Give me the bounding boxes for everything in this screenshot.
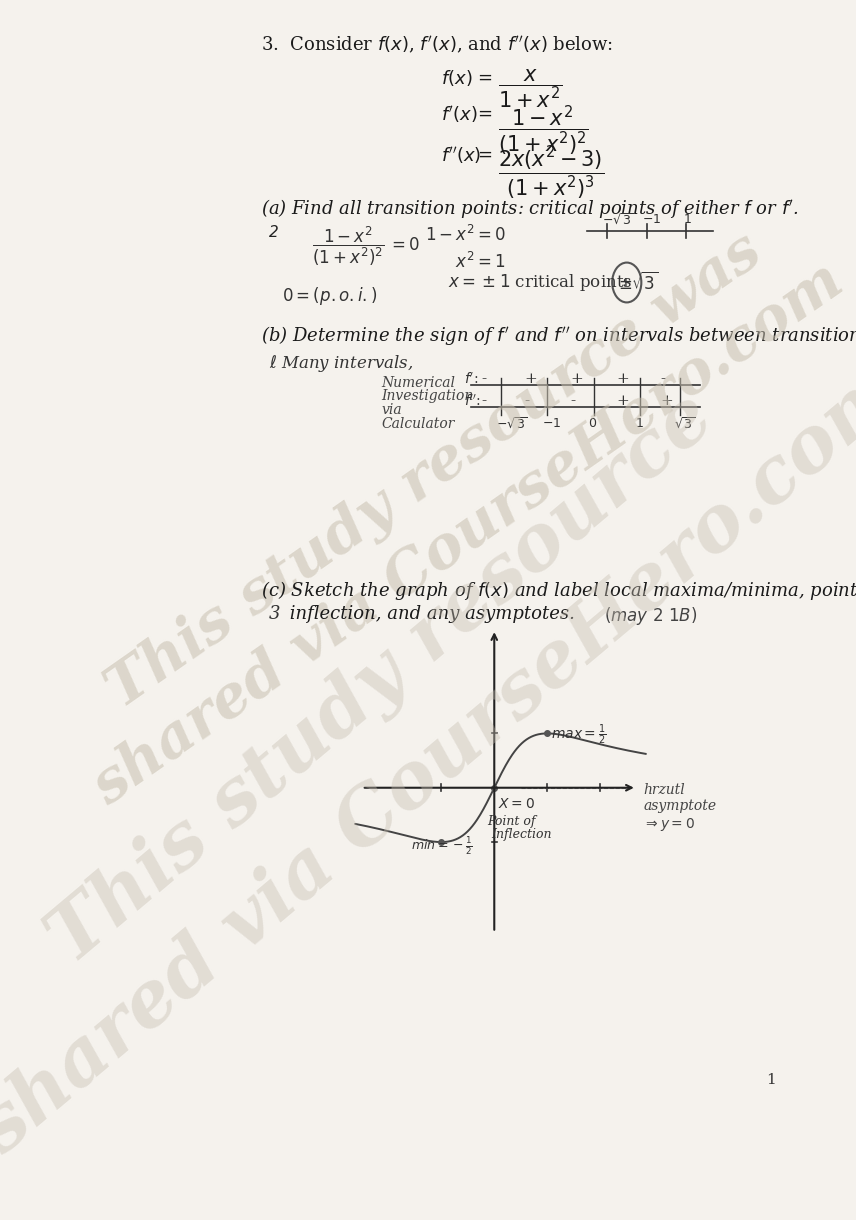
Text: Investigation: Investigation [382,389,474,404]
Text: $-\sqrt{3}$: $-\sqrt{3}$ [496,416,527,432]
Text: $x^2 = 1$: $x^2 = 1$ [455,251,505,272]
Text: $-1$: $-1$ [642,212,661,226]
Text: +: + [524,372,537,387]
Text: (b) Determine the sign of $f'$ and $f''$ on intervals between transition points.: (b) Determine the sign of $f'$ and $f''$… [261,325,856,348]
Text: 3.  Consider $f(x)$, $f'(x)$, and $f''(x)$ below:: 3. Consider $f(x)$, $f'(x)$, and $f''(x)… [261,34,613,56]
Text: -: - [524,394,529,407]
Text: This study resource: This study resource [35,379,728,978]
Text: Point of: Point of [488,815,536,828]
Text: $1 - x^2 = 0$: $1 - x^2 = 0$ [425,224,506,245]
Text: $-1$: $-1$ [542,416,562,429]
Text: $f(x)$: $f(x)$ [442,68,473,88]
Text: This study resource was: This study resource was [97,222,773,720]
Text: +: + [617,372,629,387]
Text: $\dfrac{1-x^2}{(1+x^2)^2}$: $\dfrac{1-x^2}{(1+x^2)^2}$ [312,224,384,268]
Text: Inflection: Inflection [491,828,551,842]
Text: $1$: $1$ [634,416,644,429]
Text: $0$: $0$ [588,416,597,429]
Text: $\dfrac{x}{1+x^2}$: $\dfrac{x}{1+x^2}$ [497,68,562,110]
Text: +: + [617,394,629,407]
Text: $f''$:: $f''$: [465,394,481,409]
Text: +: + [570,372,583,387]
Text: -: - [570,394,575,407]
Text: $f'(x)$: $f'(x)$ [442,104,479,126]
Text: $=$: $=$ [474,104,493,122]
Text: $1$: $1$ [683,212,692,226]
Text: $\pm\sqrt{3}$: $\pm\sqrt{3}$ [618,272,658,294]
Text: -: - [660,372,665,387]
Text: $0 = (p.o.i.)$: $0 = (p.o.i.)$ [282,285,377,307]
Text: 1: 1 [766,1072,776,1087]
Text: $(may\ 2\ 1B)$: $(may\ 2\ 1B)$ [603,605,697,627]
Text: $f'$:: $f'$: [465,372,479,387]
Text: (a) Find all transition points: critical points of either $f$ or $f'$.: (a) Find all transition points: critical… [261,198,799,221]
Text: $f''(x)$: $f''(x)$ [442,145,482,166]
Text: 2: 2 [269,224,279,239]
Text: -: - [481,372,486,387]
Text: $x = \pm 1$ critical points: $x = \pm 1$ critical points [448,272,633,293]
Text: $\dfrac{2x(x^2-3)}{(1+x^2)^3}$: $\dfrac{2x(x^2-3)}{(1+x^2)^3}$ [497,145,603,203]
Text: shared via CourseHero.com: shared via CourseHero.com [82,253,853,816]
Text: Numerical: Numerical [382,376,455,389]
Text: Calculator: Calculator [382,416,455,431]
Text: $X=0$: $X=0$ [497,797,534,811]
Text: $\sqrt{3}$: $\sqrt{3}$ [675,416,696,432]
Text: $max=\frac{1}{2}$: $max=\frac{1}{2}$ [550,722,606,747]
Text: $=$: $=$ [474,68,493,85]
Text: +: + [660,394,673,407]
Text: -: - [481,394,486,407]
Text: $min=-\frac{1}{2}$: $min=-\frac{1}{2}$ [412,834,473,856]
Text: $\ell$ Many intervals,: $\ell$ Many intervals, [269,353,413,375]
Text: (c) Sketch the graph of $f(x)$ and label local maxima/minima, points of
     inf: (c) Sketch the graph of $f(x)$ and label… [261,580,856,623]
Text: 3: 3 [269,605,281,623]
Text: via: via [382,403,402,417]
Text: hrzutl
asymptote
$\Rightarrow y=0$: hrzutl asymptote $\Rightarrow y=0$ [644,783,716,833]
Text: $\dfrac{1-x^2}{(1+x^2)^2}$: $\dfrac{1-x^2}{(1+x^2)^2}$ [497,104,588,159]
Text: $=$: $=$ [474,145,493,163]
Text: $-\sqrt{3}$: $-\sqrt{3}$ [603,212,633,228]
Text: $= 0$: $= 0$ [389,237,420,254]
Text: shared via CourseHero.com: shared via CourseHero.com [0,353,856,1169]
